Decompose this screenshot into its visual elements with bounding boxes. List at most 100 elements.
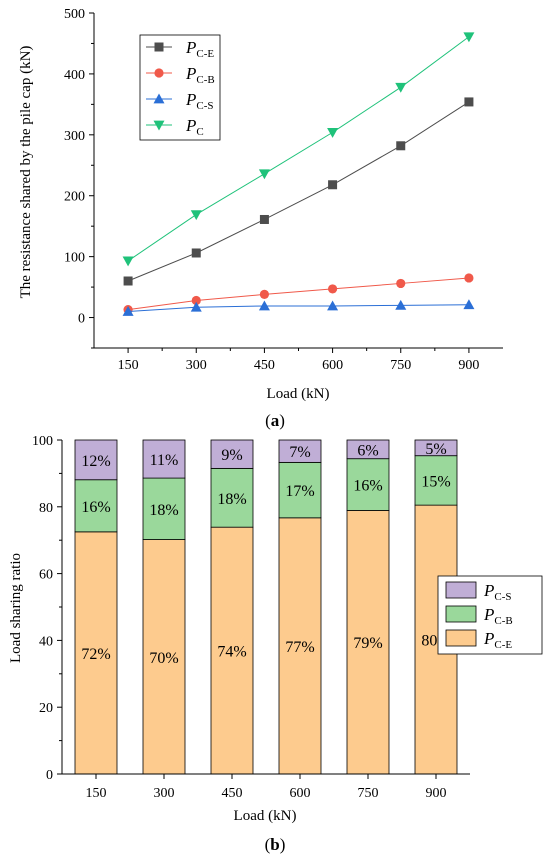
series-c-e xyxy=(123,97,474,286)
panel-label-a: (a) xyxy=(265,411,285,430)
data-point xyxy=(395,82,407,93)
legend-marker xyxy=(153,93,165,104)
bar-segment-c-s xyxy=(210,439,254,469)
data-point xyxy=(190,301,202,312)
line-chart-y-axis-label: The resistance shared by the pile cap (k… xyxy=(18,46,34,299)
bar-segment-c-b xyxy=(142,477,186,540)
bar-segment-c-b xyxy=(346,458,390,511)
bar-segment-c-s xyxy=(278,439,322,463)
line-chart-y-ticks: 0 100 200 300 400 500 xyxy=(64,7,94,349)
data-point xyxy=(463,32,475,43)
data-point xyxy=(395,299,407,310)
x-tick-label: 900 xyxy=(458,358,479,373)
bar-chart-x-axis-label: Load (kN) xyxy=(234,808,297,824)
y-tick-label: 0 xyxy=(46,768,53,783)
data-point xyxy=(190,210,202,221)
line-chart-series xyxy=(122,32,475,316)
data-point xyxy=(327,300,339,311)
legend-swatch xyxy=(445,605,477,623)
x-tick-label: 300 xyxy=(154,786,175,801)
data-point xyxy=(259,214,269,224)
series-line xyxy=(127,101,470,282)
legend-label: PC-S xyxy=(483,581,512,603)
x-tick-label: 600 xyxy=(322,358,343,373)
series-c xyxy=(122,32,475,267)
x-tick-label: 600 xyxy=(290,786,311,801)
series-line xyxy=(128,304,469,312)
bar-segment-c-s xyxy=(142,439,186,479)
data-point xyxy=(464,97,474,107)
data-label: 11% xyxy=(150,452,179,469)
series-line xyxy=(127,36,470,262)
x-tick-label: 750 xyxy=(390,358,411,373)
series-c-s xyxy=(122,299,475,316)
data-label: 7% xyxy=(289,444,310,461)
stacked-bar-chart-panel: 150 300 450 600 750 900 0 20 40 60 80 100 72% 16% 12… xyxy=(8,434,543,854)
legend-swatch xyxy=(445,581,477,599)
legend-label: PC-E xyxy=(185,38,214,60)
y-tick-label: 100 xyxy=(64,251,85,266)
data-point xyxy=(258,300,270,311)
bar-segment-c-b xyxy=(278,461,322,519)
bar-chart-y-axis-label: Load sharing ratio xyxy=(8,553,24,663)
data-point xyxy=(259,289,270,299)
y-tick-label: 400 xyxy=(64,68,85,83)
x-tick-label: 450 xyxy=(222,786,243,801)
data-point xyxy=(463,299,475,310)
y-tick-label: 100 xyxy=(32,434,53,449)
data-label: 12% xyxy=(81,453,110,470)
data-point xyxy=(396,278,406,289)
data-point xyxy=(191,295,201,306)
stacked-bar-chart-y-ticks: 0 20 40 60 80 100 xyxy=(32,434,62,783)
bar-segment-c-e xyxy=(142,539,186,775)
data-label: 15% xyxy=(421,473,450,490)
bar-segment-c-e xyxy=(74,531,118,775)
data-label: 70% xyxy=(149,650,178,667)
legend-box xyxy=(139,34,221,141)
y-tick-label: 500 xyxy=(64,7,85,22)
bar-segment-c-s xyxy=(414,439,458,457)
data-label: 5% xyxy=(425,441,446,458)
data-label: 18% xyxy=(149,502,178,519)
stacked-bar-chart-axes xyxy=(61,440,470,775)
stacked-bar-chart-x-ticks: 150 300 450 600 750 900 xyxy=(86,774,447,801)
line-chart-x-axis-label: Load (kN) xyxy=(267,386,330,402)
legend-label: PC-E xyxy=(483,629,512,651)
data-point xyxy=(122,305,134,316)
line-chart-x-ticks: 150 300 450 600 750 900 xyxy=(118,348,479,373)
stacked-bar-chart-data-labels: 72% 16% 12% 70% 18% 11% 74% 18% 9% 77% 17% 7% 79% 16%… xyxy=(81,441,450,667)
x-tick-label: 450 xyxy=(254,358,275,373)
data-point xyxy=(123,276,133,286)
x-tick-label: 150 xyxy=(86,786,107,801)
line-chart-legend: PC-E PC-B PC-S PC xyxy=(139,34,221,141)
legend-label: PC xyxy=(185,116,204,138)
data-label: 17% xyxy=(285,483,314,500)
y-tick-label: 80 xyxy=(39,501,53,516)
y-tick-label: 0 xyxy=(78,312,85,327)
line-chart-panel: 150 300 450 600 750 900 0 100 200 300 400 500 PC-E… xyxy=(18,7,503,430)
series-line xyxy=(128,277,469,311)
y-tick-label: 20 xyxy=(39,701,53,716)
panel-label-b: (b) xyxy=(265,835,286,854)
legend-label: PC-B xyxy=(483,605,513,627)
legend-marker xyxy=(154,68,164,78)
data-label: 6% xyxy=(357,442,378,459)
data-point xyxy=(327,284,338,294)
x-tick-label: 300 xyxy=(186,358,207,373)
bar-segment-c-b xyxy=(210,467,254,528)
legend-marker xyxy=(153,120,165,131)
bar-segment-c-e xyxy=(210,526,254,775)
data-point xyxy=(191,248,201,258)
data-label: 16% xyxy=(353,478,382,495)
data-point xyxy=(327,127,339,138)
data-point xyxy=(328,180,338,190)
data-point xyxy=(464,273,474,283)
data-label: 79% xyxy=(353,635,382,652)
bar-segment-c-s xyxy=(346,439,390,460)
legend-marker xyxy=(154,42,164,52)
x-tick-label: 750 xyxy=(358,786,379,801)
legend-swatch xyxy=(445,629,477,647)
y-tick-label: 60 xyxy=(39,568,53,583)
data-label: 9% xyxy=(221,447,242,464)
